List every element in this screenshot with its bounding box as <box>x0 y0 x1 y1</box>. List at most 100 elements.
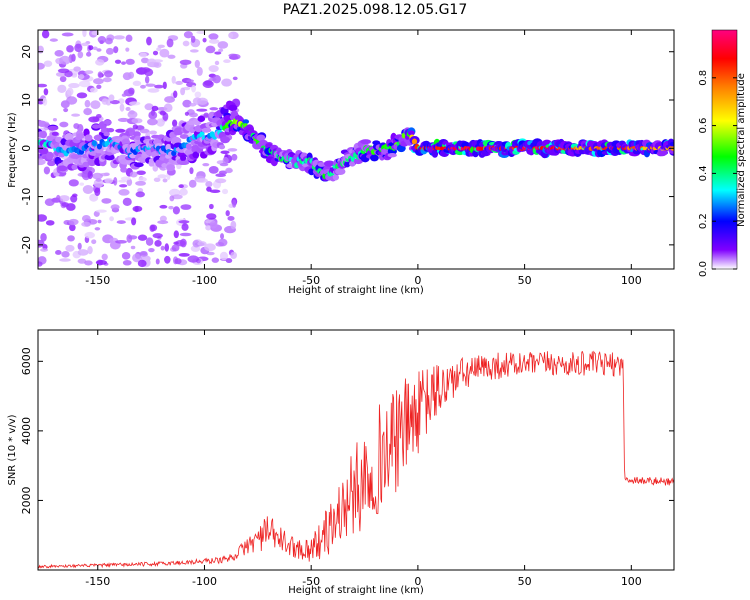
ridge-halo <box>369 154 379 162</box>
ridge-halo <box>335 167 346 176</box>
noise-speckle <box>182 40 190 47</box>
noise-speckle <box>171 75 176 84</box>
noise-speckle <box>105 99 112 106</box>
noise-speckle <box>104 37 113 45</box>
colorbar-label: Normalized spectral amplitude <box>736 73 747 227</box>
noise-speckle <box>189 102 197 107</box>
ridge-halo <box>84 134 93 142</box>
noise-speckle <box>218 238 228 247</box>
noise-speckle <box>121 252 131 260</box>
noise-speckle <box>156 47 162 52</box>
noise-speckle <box>189 49 199 53</box>
noise-speckle <box>122 259 132 266</box>
snr-y-ticks: 2000 4000 6000 <box>20 347 674 514</box>
noise-speckle <box>212 74 221 84</box>
noise-speckle <box>93 78 104 85</box>
spectrogram-x-label: Height of straight line (km) <box>288 285 424 296</box>
noise-speckle <box>120 176 132 181</box>
noise-speckle <box>40 232 47 242</box>
noise-speckle <box>188 179 197 188</box>
noise-speckle <box>78 74 85 80</box>
snr-x-ticks: -150 -100 -50 0 50 100 <box>85 330 642 588</box>
noise-speckle <box>191 85 197 93</box>
noise-speckle <box>149 130 158 135</box>
snr-plot-area <box>38 330 674 570</box>
noise-speckle <box>116 220 126 224</box>
noise-speckle <box>119 184 128 188</box>
noise-speckle <box>140 84 146 89</box>
noise-speckle <box>173 241 179 245</box>
ridge-halo <box>173 127 184 136</box>
noise-speckle <box>95 178 102 182</box>
noise-speckle <box>172 206 180 215</box>
noise-speckle <box>102 77 112 83</box>
noise-speckle <box>208 165 219 174</box>
noise-speckle <box>138 177 147 182</box>
noise-speckle <box>74 43 83 53</box>
noise-speckle <box>179 232 192 237</box>
noise-speckle <box>128 71 135 79</box>
noise-speckle <box>52 117 57 122</box>
noise-speckle <box>96 48 102 52</box>
noise-speckle <box>87 170 93 180</box>
noise-speckle <box>68 82 80 89</box>
noise-speckle <box>222 156 229 165</box>
noise-speckle <box>91 239 97 245</box>
noise-speckle <box>159 48 170 58</box>
noise-speckle <box>77 51 84 59</box>
noise-speckle <box>205 181 213 188</box>
ridge-halo <box>256 134 266 142</box>
noise-speckle <box>208 39 220 44</box>
noise-speckle <box>173 230 179 239</box>
noise-speckle <box>159 204 168 209</box>
noise-speckle <box>77 242 82 250</box>
noise-speckle <box>81 42 89 47</box>
noise-speckle <box>113 35 125 40</box>
noise-speckle <box>57 68 70 74</box>
noise-speckle <box>129 110 135 115</box>
ridge-halo <box>39 130 48 139</box>
noise-speckle <box>144 103 154 111</box>
noise-speckle <box>208 33 219 40</box>
noise-speckle <box>101 198 112 204</box>
noise-speckle <box>118 189 130 196</box>
noise-speckle <box>42 97 48 106</box>
noise-speckle <box>65 244 75 252</box>
noise-speckle <box>188 112 198 118</box>
x-tick-label: -50 <box>302 575 320 588</box>
noise-speckle <box>214 60 220 66</box>
x-tick-label: -50 <box>302 274 320 287</box>
noise-speckle <box>204 243 216 252</box>
ridge-halo <box>76 133 85 139</box>
ridge-halo <box>103 131 110 137</box>
colorbar-tick-label: 0.0 <box>698 261 709 277</box>
noise-speckle <box>208 203 214 210</box>
noise-speckle <box>192 97 202 105</box>
x-tick-label: -100 <box>192 274 217 287</box>
noise-speckle <box>150 224 158 232</box>
noise-speckle <box>153 177 161 182</box>
snr-frame <box>37 329 675 571</box>
noise-speckle <box>187 255 200 263</box>
noise-speckle <box>181 223 189 231</box>
ridge-halo <box>360 139 372 145</box>
spectrogram-x-ticks: -150 -100 -50 0 50 100 <box>85 30 642 287</box>
noise-speckle <box>58 195 70 202</box>
noise-speckle <box>77 249 89 256</box>
noise-speckle <box>167 54 176 59</box>
noise-speckle <box>43 166 51 175</box>
noise-speckle <box>209 107 219 111</box>
ridge-halo <box>220 136 231 144</box>
noise-speckle <box>132 124 139 130</box>
ridge-halo <box>323 160 335 167</box>
ridge-halo <box>201 127 212 133</box>
noise-speckle <box>208 65 219 73</box>
colorbar-ticks: 0.0 0.2 0.4 0.6 0.8 <box>698 70 737 277</box>
noise-speckle <box>78 80 91 88</box>
noise-speckle <box>132 205 143 212</box>
ridge-halo <box>308 168 315 176</box>
noise-speckle <box>135 191 145 198</box>
noise-speckle <box>146 118 158 126</box>
noise-speckle <box>206 213 217 220</box>
noise-speckle <box>38 261 43 267</box>
